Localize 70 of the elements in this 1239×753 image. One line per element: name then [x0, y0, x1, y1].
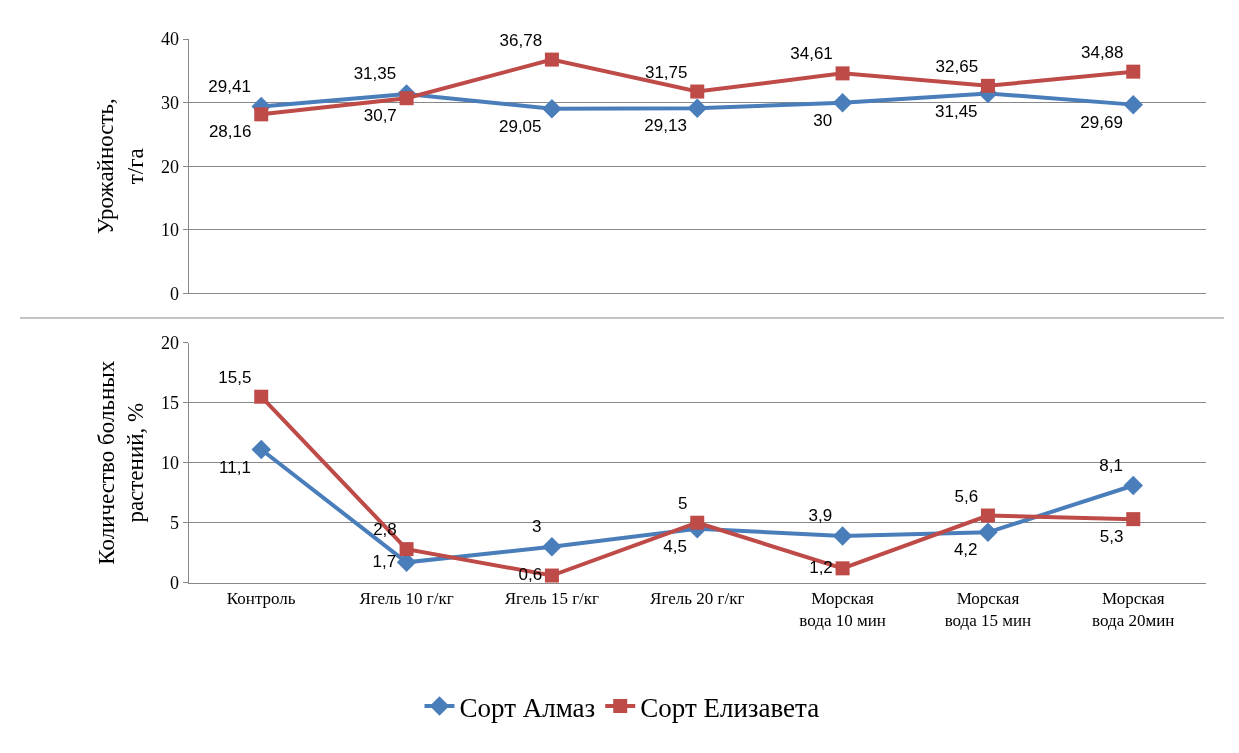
data-label: 8,1	[1099, 455, 1123, 475]
point	[251, 439, 271, 460]
point	[687, 98, 707, 118]
data-label: 29,05	[498, 116, 542, 136]
x-tick-label: Морская вода 20мин	[1092, 589, 1175, 631]
data-label: 30	[813, 110, 833, 130]
y-axis-title: Урожайность, т/га	[93, 98, 149, 235]
point	[542, 98, 562, 119]
point	[399, 91, 414, 106]
y-tick-label: 0	[169, 283, 179, 304]
point	[835, 66, 850, 81]
point	[399, 542, 414, 557]
y-tick-label: 10	[160, 453, 179, 474]
data-label: 4,5	[663, 536, 687, 556]
x-tick-label: Морская вода 15 мин	[944, 589, 1032, 631]
legend-label: Сорт Алмаз	[459, 692, 596, 723]
point	[980, 508, 995, 523]
data-label: 3	[532, 517, 542, 537]
y-tick-label: 10	[160, 220, 179, 241]
point	[1123, 475, 1144, 496]
y-tick-label: 30	[160, 92, 179, 113]
y-tick-label: 20	[160, 156, 179, 177]
data-label: 5,6	[954, 486, 979, 506]
x-tick-label: Ягель 15 г/кг	[504, 589, 600, 609]
data-label: 1,7	[372, 551, 397, 571]
data-label: 36,78	[499, 30, 543, 50]
point	[1126, 512, 1141, 527]
data-label: 34,61	[790, 44, 833, 64]
data-label: 29,69	[1080, 112, 1123, 132]
x-tick-label: Контроль	[226, 589, 296, 609]
data-label: 1,2	[809, 557, 833, 577]
data-label: 4,2	[953, 540, 978, 560]
data-label: 5,3	[1099, 526, 1124, 546]
data-label: 30,7	[363, 105, 397, 125]
point	[254, 107, 269, 122]
data-label: 31,45	[935, 101, 978, 121]
point	[544, 52, 559, 67]
point	[835, 561, 850, 576]
point	[690, 515, 705, 530]
x-tick-label: Ягель 10 г/кг	[359, 589, 454, 609]
data-label: 28,16	[208, 121, 252, 141]
y-tick-label: 40	[160, 29, 179, 50]
x-tick-label: Ягель 20 г/кг	[650, 589, 745, 609]
point	[542, 536, 562, 557]
data-label: 29,13	[644, 116, 687, 136]
point	[254, 389, 269, 404]
y-tick-label: 20	[160, 333, 179, 353]
x-tick-label: Морская вода 10 мин	[799, 589, 886, 631]
point	[978, 522, 998, 543]
data-label: 3,9	[808, 506, 833, 526]
point	[1123, 94, 1144, 115]
legend-label: Сорт Елизавета	[640, 692, 820, 723]
point	[690, 84, 705, 99]
data-label: 34,88	[1080, 42, 1124, 62]
y-axis-title: Количество больных растений, %	[93, 360, 149, 565]
point	[544, 568, 559, 583]
data-label: 5	[678, 493, 688, 513]
point	[832, 526, 853, 546]
data-label: 32,65	[935, 56, 979, 76]
y-tick-label: 5	[169, 513, 179, 534]
data-label: 31,75	[644, 62, 688, 82]
y-tick-label: 15	[160, 393, 179, 414]
point	[1126, 64, 1141, 79]
point	[980, 78, 995, 93]
data-label: 15,5	[218, 367, 252, 387]
data-label: 31,35	[353, 64, 397, 84]
data-label: 29,41	[208, 76, 251, 96]
y-tick-label: 0	[169, 573, 179, 594]
data-label: 11,1	[219, 457, 251, 477]
point	[832, 92, 853, 113]
